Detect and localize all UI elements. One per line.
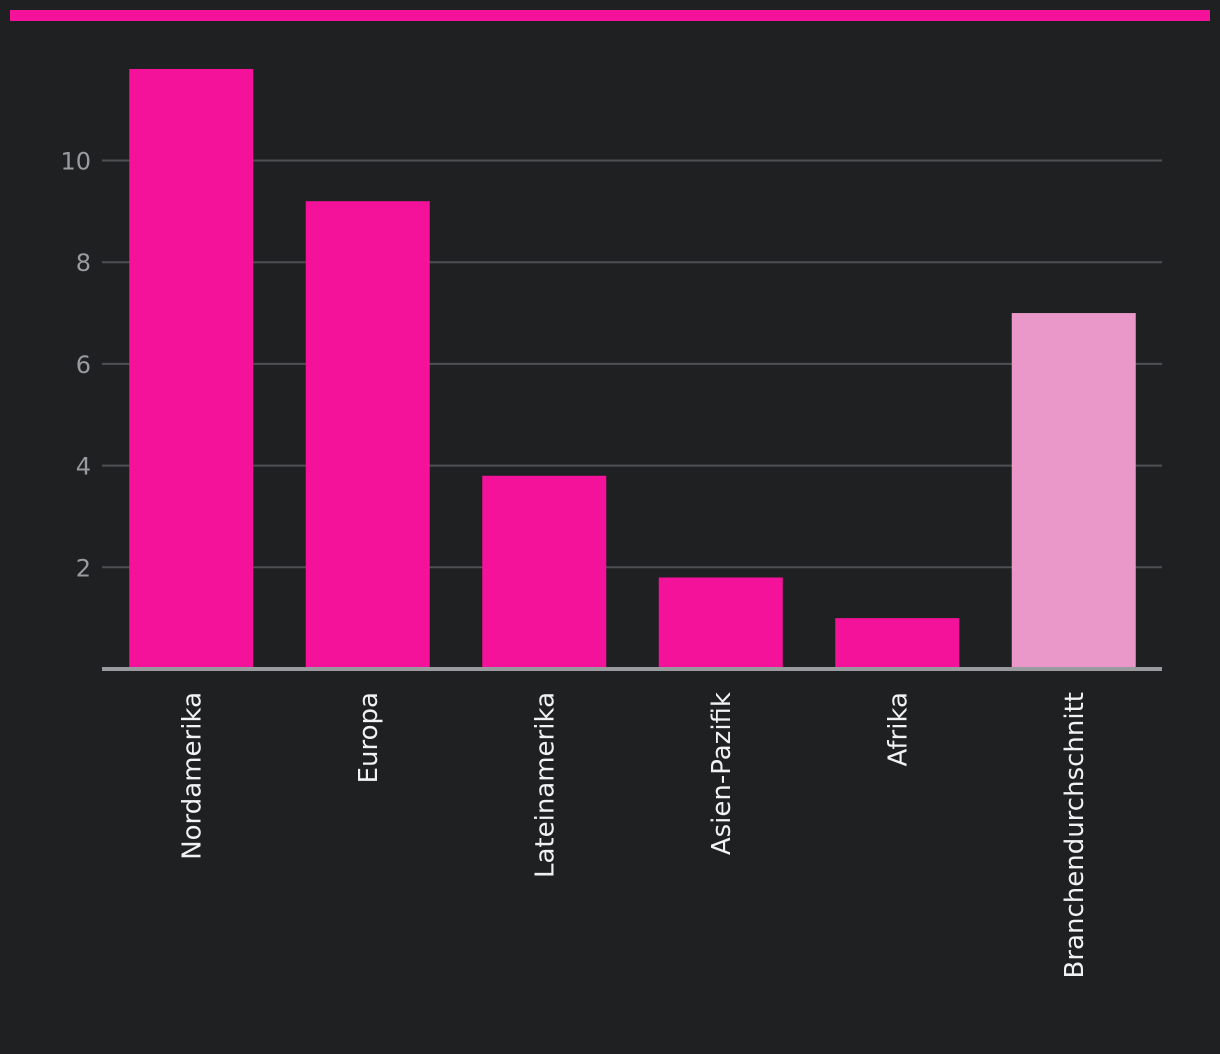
y-tick-label-6: 6 bbox=[76, 351, 91, 379]
x-tick-label-afrika: Afrika bbox=[883, 692, 913, 766]
y-axis-ticks: 2 4 6 8 10 bbox=[60, 148, 91, 583]
x-tick-label-nordamerika: Nordamerika bbox=[177, 692, 207, 860]
category-labels: Nordamerika Europa Lateinamerika Asien-Pazi… bbox=[177, 692, 1090, 978]
accent-bar bbox=[10, 10, 1210, 21]
y-tick-label-10: 10 bbox=[60, 148, 91, 176]
y-tick-label-8: 8 bbox=[76, 249, 91, 277]
y-tick-label-2: 2 bbox=[76, 554, 91, 582]
x-tick-label-europa: Europa bbox=[354, 692, 384, 783]
bars bbox=[129, 68, 1136, 670]
bar-lateinamerika bbox=[482, 475, 607, 669]
y-tick-label-4: 4 bbox=[76, 453, 91, 481]
bar-afrika bbox=[835, 618, 960, 669]
bar-branchendurchschnitt bbox=[1011, 313, 1136, 669]
x-tick-label-asien-pazifik: Asien-Pazifik bbox=[707, 692, 737, 855]
x-tick-label-lateinamerika: Lateinamerika bbox=[530, 692, 560, 878]
gridlines bbox=[102, 159, 1162, 569]
bar-asien-pazifik bbox=[658, 577, 783, 669]
bar-europa bbox=[305, 201, 430, 669]
x-tick-label-branchendurchschnitt: Branchendurchschnitt bbox=[1060, 692, 1090, 978]
bar-nordamerika bbox=[129, 68, 254, 670]
